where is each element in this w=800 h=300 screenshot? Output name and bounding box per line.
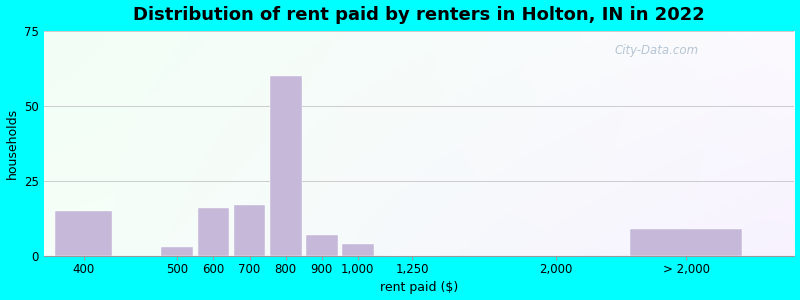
Y-axis label: households: households bbox=[6, 108, 18, 179]
Bar bbox=[630, 229, 742, 256]
Bar bbox=[198, 208, 230, 256]
Text: City-Data.com: City-Data.com bbox=[614, 44, 698, 57]
Bar bbox=[342, 244, 374, 256]
Bar bbox=[162, 247, 194, 256]
Title: Distribution of rent paid by renters in Holton, IN in 2022: Distribution of rent paid by renters in … bbox=[134, 6, 705, 24]
Bar bbox=[54, 211, 113, 256]
Bar bbox=[270, 76, 302, 256]
Bar bbox=[234, 205, 266, 256]
X-axis label: rent paid ($): rent paid ($) bbox=[380, 281, 458, 294]
Bar bbox=[306, 235, 338, 256]
